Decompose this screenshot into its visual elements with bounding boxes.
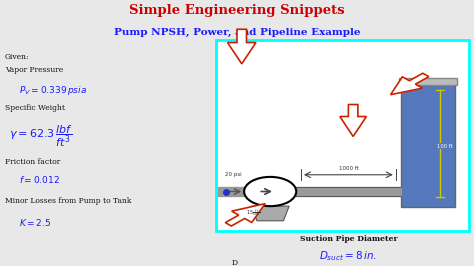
Text: Simple Engineering Snippets: Simple Engineering Snippets: [129, 4, 345, 17]
Text: Suction Pipe Diameter: Suction Pipe Diameter: [300, 235, 397, 243]
Text: Vapor Pressure: Vapor Pressure: [5, 66, 63, 74]
Bar: [399, 78, 457, 85]
Text: 100 ft: 100 ft: [437, 144, 453, 149]
Polygon shape: [251, 206, 289, 221]
Text: Specific Weight: Specific Weight: [5, 104, 65, 112]
Polygon shape: [225, 204, 265, 226]
Text: $D_{suct} = 8\,in.$: $D_{suct} = 8\,in.$: [319, 249, 377, 263]
Text: $K = 2.5$: $K = 2.5$: [19, 217, 52, 228]
Text: $f = 0.012$: $f = 0.012$: [19, 174, 60, 185]
Text: D: D: [232, 259, 237, 266]
Text: Minor Losses from Pump to Tank: Minor Losses from Pump to Tank: [5, 197, 131, 205]
Polygon shape: [228, 29, 256, 64]
Text: 1000 ft: 1000 ft: [338, 166, 358, 171]
Bar: [401, 85, 455, 207]
Text: $\gamma = 62.3\,\dfrac{lbf}{ft^3}$: $\gamma = 62.3\,\dfrac{lbf}{ft^3}$: [9, 124, 74, 149]
Circle shape: [244, 177, 296, 206]
Bar: [216, 40, 469, 231]
Polygon shape: [391, 73, 429, 95]
Text: Pump NPSH, Power, and Pipeline Example: Pump NPSH, Power, and Pipeline Example: [114, 28, 360, 37]
Text: Given:: Given:: [5, 53, 29, 61]
Polygon shape: [340, 105, 366, 136]
Text: $15\,\frac{ft}{sec}$: $15\,\frac{ft}{sec}$: [246, 207, 261, 218]
Text: Friction factor: Friction factor: [5, 158, 60, 166]
Text: 20 psi: 20 psi: [225, 172, 242, 177]
Text: $P_V = 0.339\,psia$: $P_V = 0.339\,psia$: [19, 84, 87, 97]
